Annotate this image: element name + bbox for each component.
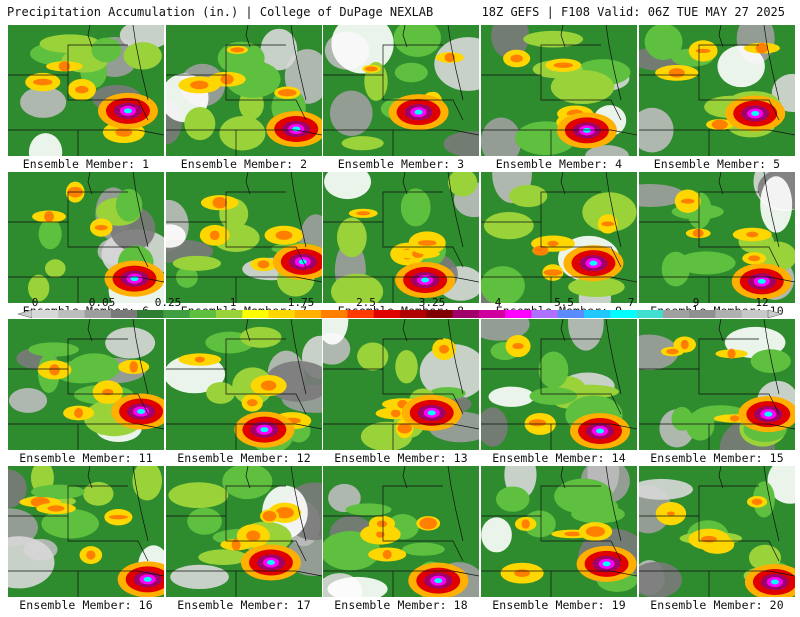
ensemble-member-panel: Ensemble Member: 18	[323, 466, 479, 617]
precip-map	[639, 466, 795, 597]
ensemble-member-label: Ensemble Member: 12	[177, 451, 311, 465]
precip-map	[481, 25, 637, 156]
precip-map	[8, 25, 164, 156]
ensemble-member-label: Ensemble Member: 5	[653, 157, 781, 171]
colorbar-tick-label: 5.5	[554, 296, 574, 309]
precip-map	[8, 319, 164, 450]
precip-map	[639, 319, 795, 450]
ensemble-member-label: Ensemble Member: 2	[180, 157, 308, 171]
ensemble-member-label: Ensemble Member: 20	[650, 598, 784, 612]
precip-map	[8, 172, 164, 303]
ensemble-member-panel: Ensemble Member: 9	[481, 172, 637, 323]
precip-map	[8, 466, 164, 597]
ensemble-member-label: Ensemble Member: 16	[19, 598, 153, 612]
ensemble-member-panel: Ensemble Member: 12	[166, 319, 322, 470]
precip-map	[323, 466, 479, 597]
precip-map	[481, 466, 637, 597]
ensemble-member-panel: Ensemble Member: 4	[481, 25, 637, 176]
colorbar-tick-label: 4	[494, 296, 502, 309]
colorbar-tick-label: 9	[692, 296, 700, 309]
ensemble-member-label: Ensemble Member: 11	[19, 451, 153, 465]
precip-map	[166, 25, 322, 156]
ensemble-member-label: Ensemble Member: 17	[177, 598, 311, 612]
precip-map	[323, 25, 479, 156]
precip-map	[481, 319, 637, 450]
precip-map	[166, 466, 322, 597]
colorbar-tick-label: 1.75	[287, 296, 315, 309]
precip-map	[323, 319, 479, 450]
precip-map	[639, 25, 795, 156]
ensemble-member-label: Ensemble Member: 15	[650, 451, 784, 465]
precip-map	[166, 319, 322, 450]
ensemble-member-panel: Ensemble Member: 1	[8, 25, 164, 176]
colorbar-tick-label: 2.5	[356, 296, 376, 309]
ensemble-member-label: Ensemble Member: 18	[334, 598, 468, 612]
ensemble-member-label: Ensemble Member: 4	[495, 157, 623, 171]
ensemble-member-panel: Ensemble Member: 20	[639, 466, 795, 617]
ensemble-member-label: Ensemble Member: 3	[337, 157, 465, 171]
ensemble-member-panel: Ensemble Member: 7	[166, 172, 322, 323]
colorbar-tick-label: 0.05	[88, 296, 116, 309]
ensemble-member-panel: Ensemble Member: 13	[323, 319, 479, 470]
precip-map	[481, 172, 637, 303]
ensemble-member-panel: Ensemble Member: 15	[639, 319, 795, 470]
colorbar-scale	[17, 309, 783, 319]
ensemble-member-panel: Ensemble Member: 14	[481, 319, 637, 470]
run-info: 18Z GEFS | F108 Valid: 06Z TUE MAY 27 20…	[481, 5, 785, 19]
ensemble-member-panel: Ensemble Member: 6	[8, 172, 164, 323]
precip-map	[323, 172, 479, 303]
ensemble-member-panel: Ensemble Member: 17	[166, 466, 322, 617]
ensemble-member-panel: Ensemble Member: 11	[8, 319, 164, 470]
colorbar-tick-label: 7	[627, 296, 635, 309]
ensemble-member-label: Ensemble Member: 13	[334, 451, 468, 465]
ensemble-member-label: Ensemble Member: 14	[492, 451, 626, 465]
precip-map	[639, 172, 795, 303]
ensemble-member-panel: Ensemble Member: 3	[323, 25, 479, 176]
ensemble-member-panel: Ensemble Member: 5	[639, 25, 795, 176]
ensemble-member-panel: Ensemble Member: 16	[8, 466, 164, 617]
page-title: Precipitation Accumulation (in.) | Colle…	[7, 5, 434, 19]
colorbar-tick-label: 12	[755, 296, 769, 309]
precip-colorbar: 0 0.05 0.25 1 1.75 2.5 3.25 4 5.5 7 9 12	[0, 296, 800, 319]
colorbar-tick-label: 0	[31, 296, 39, 309]
ensemble-member-label: Ensemble Member: 1	[22, 157, 150, 171]
colorbar-tick-label: 0.25	[154, 296, 182, 309]
colorbar-tick-label: 3.25	[418, 296, 446, 309]
precip-map	[166, 172, 322, 303]
ensemble-member-label: Ensemble Member: 19	[492, 598, 626, 612]
ensemble-member-panel: Ensemble Member: 2	[166, 25, 322, 176]
ensemble-member-panel: Ensemble Member: 19	[481, 466, 637, 617]
colorbar-tick-label: 1	[229, 296, 237, 309]
